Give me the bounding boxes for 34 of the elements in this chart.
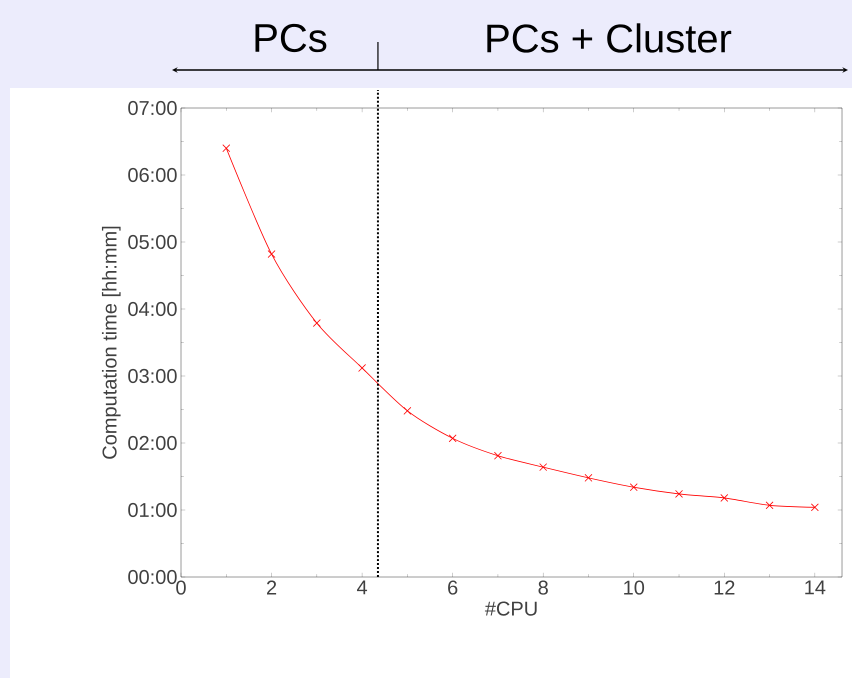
point [222,144,230,152]
point [584,474,592,482]
point [268,250,276,258]
point [630,483,638,492]
y-tick-label: 04:00 [128,302,177,316]
point [403,406,412,415]
x-tick-label: 12 [714,580,734,594]
point [448,434,457,442]
text: PCs [256,24,326,52]
y-tick-label: 02:00 [128,436,177,450]
point [810,503,819,512]
point [539,463,548,472]
point [766,501,774,510]
y-tick-label: 03:00 [128,368,177,384]
x-tick-label: 8 [538,580,548,595]
y-tick-label: 06:00 [128,168,177,182]
x-tick-label: 14 [805,580,826,594]
x-tick-label: 10 [624,580,644,595]
text: PCs + Cluster [487,23,732,53]
x-tick-label: 4 [356,580,368,594]
x-tick-label: 0 [176,580,186,595]
y-tick-label: 01:00 [128,502,177,518]
y-tick-label: 05:00 [128,234,177,250]
point [720,494,728,502]
point [312,319,321,327]
point [358,364,366,372]
x-axis-title: #CPU [484,602,537,616]
point [494,452,502,460]
y-tick-label: 00:00 [128,570,177,584]
point [675,490,683,498]
x-tick-label: 6 [448,580,458,595]
y-tick-label: 07:00 [128,100,177,116]
y-axis-title: Computation time [hh:mm] [102,226,121,459]
x-tick-label: 2 [266,580,276,594]
